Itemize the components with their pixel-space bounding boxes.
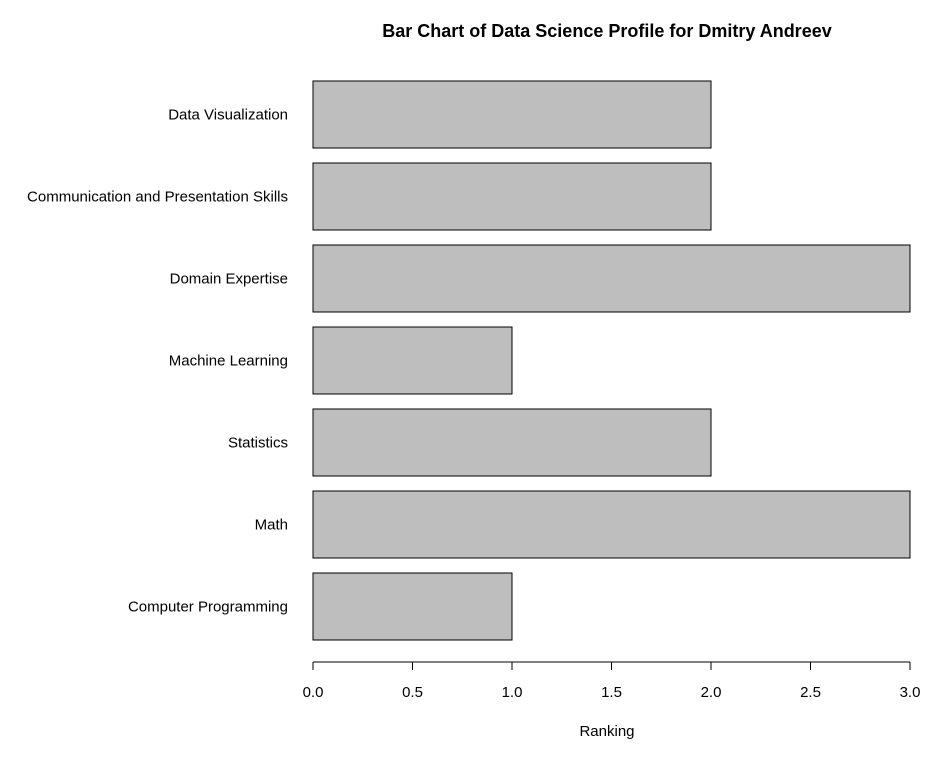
bar-6: [312, 80, 712, 149]
category-label-3: Machine Learning: [169, 353, 288, 370]
category-label-4: Domain Expertise: [170, 271, 288, 288]
x-tick-label-4: 2.0: [701, 684, 722, 701]
category-label-2: Statistics: [228, 435, 288, 452]
bar-1: [312, 490, 911, 559]
x-axis-ticks: 0.0 0.5 1.0 1.5 2.0 2.5 3.0: [303, 662, 921, 701]
category-label-1: Math: [255, 517, 288, 534]
bar-0: [312, 572, 513, 641]
x-tick-label-6: 3.0: [900, 684, 921, 701]
bar-4: [312, 244, 911, 313]
x-tick-label-3: 1.5: [601, 684, 622, 701]
x-tick-label-0: 0.0: [303, 684, 324, 701]
category-labels: Computer Programming Math Statistics Machin…: [27, 107, 288, 616]
x-tick-label-5: 2.5: [800, 684, 821, 701]
category-label-5: Communication and Presentation Skills: [27, 189, 288, 206]
x-axis-label: Ranking: [579, 723, 634, 740]
x-axis: 0.0 0.5 1.0 1.5 2.0 2.5 3.0: [303, 661, 921, 701]
category-label-6: Data Visualization: [168, 107, 288, 124]
x-tick-label-2: 1.0: [502, 684, 523, 701]
x-tick-label-1: 0.5: [402, 684, 423, 701]
bar-3: [312, 326, 513, 395]
bars-layer: [312, 80, 911, 641]
category-label-0: Computer Programming: [128, 599, 288, 616]
chart-title: Bar Chart of Data Science Profile for Dm…: [382, 21, 831, 41]
bar-2: [312, 408, 712, 477]
bar-5: [312, 162, 712, 231]
